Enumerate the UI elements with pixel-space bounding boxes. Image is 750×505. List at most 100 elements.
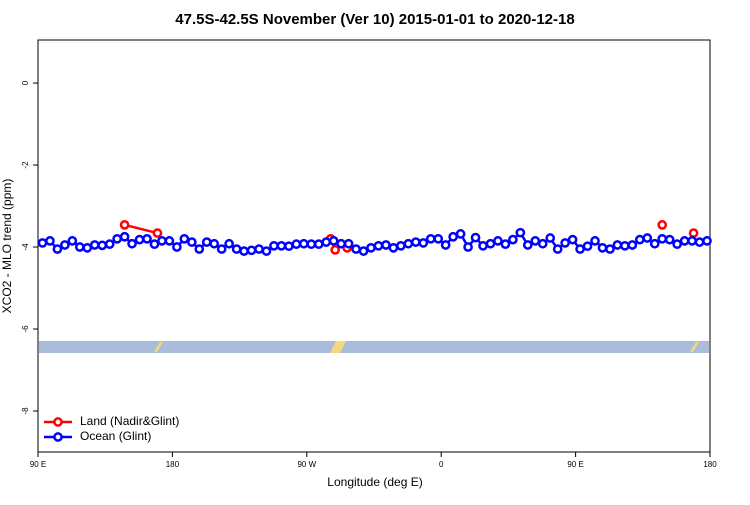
data-point xyxy=(612,240,623,250)
data-point xyxy=(590,236,600,246)
legend-label: Ocean (Glint) xyxy=(80,429,151,443)
data-point xyxy=(694,237,705,247)
data-point xyxy=(269,240,279,251)
data-point xyxy=(89,240,100,250)
data-point xyxy=(119,220,130,230)
data-point xyxy=(313,239,324,250)
data-point xyxy=(127,238,137,249)
data-point xyxy=(440,240,451,250)
data-point xyxy=(470,232,481,243)
data-point xyxy=(463,242,473,252)
data-point xyxy=(358,246,369,256)
data-point xyxy=(336,238,346,249)
data-point xyxy=(60,240,70,250)
data-point xyxy=(149,239,160,250)
data-point xyxy=(261,246,272,256)
data-point xyxy=(634,234,645,245)
legend-marker xyxy=(53,432,63,442)
data-point xyxy=(522,240,533,250)
data-point xyxy=(246,245,257,256)
data-point xyxy=(172,242,182,252)
data-point xyxy=(351,244,361,254)
data-point xyxy=(433,233,444,244)
x-tick-label: 90 E xyxy=(567,460,583,469)
coverage-mark xyxy=(154,342,163,352)
data-point xyxy=(179,233,190,244)
data-point xyxy=(702,236,712,246)
data-point xyxy=(478,240,488,251)
data-point xyxy=(194,244,205,254)
data-point xyxy=(657,233,668,244)
data-point xyxy=(119,231,130,242)
data-point xyxy=(664,234,675,245)
data-point xyxy=(575,244,585,254)
data-point xyxy=(97,240,108,251)
data-point xyxy=(403,238,414,249)
coverage-mark xyxy=(690,342,699,352)
data-point xyxy=(104,239,115,250)
chart-title: 47.5S-42.5S November (Ver 10) 2015-01-01… xyxy=(175,11,574,28)
data-point xyxy=(330,245,341,255)
data-point xyxy=(152,228,163,238)
data-point xyxy=(37,238,48,248)
data-point xyxy=(45,236,55,246)
data-point xyxy=(560,238,570,248)
data-point xyxy=(201,237,212,247)
data-point xyxy=(582,241,593,252)
data-point xyxy=(134,234,145,245)
x-tick-label: 180 xyxy=(166,460,180,469)
x-tick-label: 90 W xyxy=(297,460,316,469)
data-point xyxy=(396,240,406,251)
data-point xyxy=(388,242,399,253)
data-point xyxy=(448,231,458,242)
y-tick-label: 0 xyxy=(21,80,30,85)
y-tick-label: -4 xyxy=(21,243,30,251)
data-point xyxy=(254,244,264,254)
data-point xyxy=(276,240,287,251)
data-point xyxy=(74,242,85,252)
data-point xyxy=(687,236,697,246)
data-point xyxy=(373,240,384,251)
data-point xyxy=(545,233,556,243)
data-point xyxy=(605,244,615,254)
data-point xyxy=(224,238,234,249)
data-point xyxy=(418,238,429,248)
data-point xyxy=(284,241,294,252)
data-point xyxy=(485,238,496,249)
data-point xyxy=(657,220,668,230)
data-point xyxy=(231,244,242,254)
data-point xyxy=(642,233,653,243)
data-point xyxy=(343,238,354,249)
data-point xyxy=(620,240,630,251)
data-point xyxy=(209,238,220,249)
data-point xyxy=(530,236,541,246)
y-tick-label: -6 xyxy=(21,325,30,333)
data-point xyxy=(67,236,78,246)
data-point xyxy=(567,234,578,245)
data-point xyxy=(537,238,548,249)
data-point xyxy=(366,242,376,253)
data-point xyxy=(455,229,466,239)
data-point xyxy=(493,236,503,246)
data-point xyxy=(381,240,391,250)
data-point xyxy=(291,239,302,250)
coverage-band xyxy=(39,341,709,353)
data-point xyxy=(239,246,249,256)
data-point xyxy=(649,238,660,249)
data-point xyxy=(500,239,511,250)
data-point xyxy=(672,239,682,250)
data-point xyxy=(552,244,563,254)
legend-label: Land (Nadir&Glint) xyxy=(80,414,179,428)
data-point xyxy=(627,240,638,250)
data-point xyxy=(306,239,317,250)
data-point xyxy=(82,242,93,253)
data-point xyxy=(216,244,227,254)
data-point xyxy=(112,233,122,244)
data-point xyxy=(515,227,526,238)
data-point xyxy=(328,236,339,246)
x-axis-label: Longitude (deg E) xyxy=(327,475,422,489)
legend-marker xyxy=(53,417,63,427)
x-tick-label: 90 E xyxy=(30,460,46,469)
data-point xyxy=(186,237,197,247)
data-point xyxy=(425,233,436,244)
